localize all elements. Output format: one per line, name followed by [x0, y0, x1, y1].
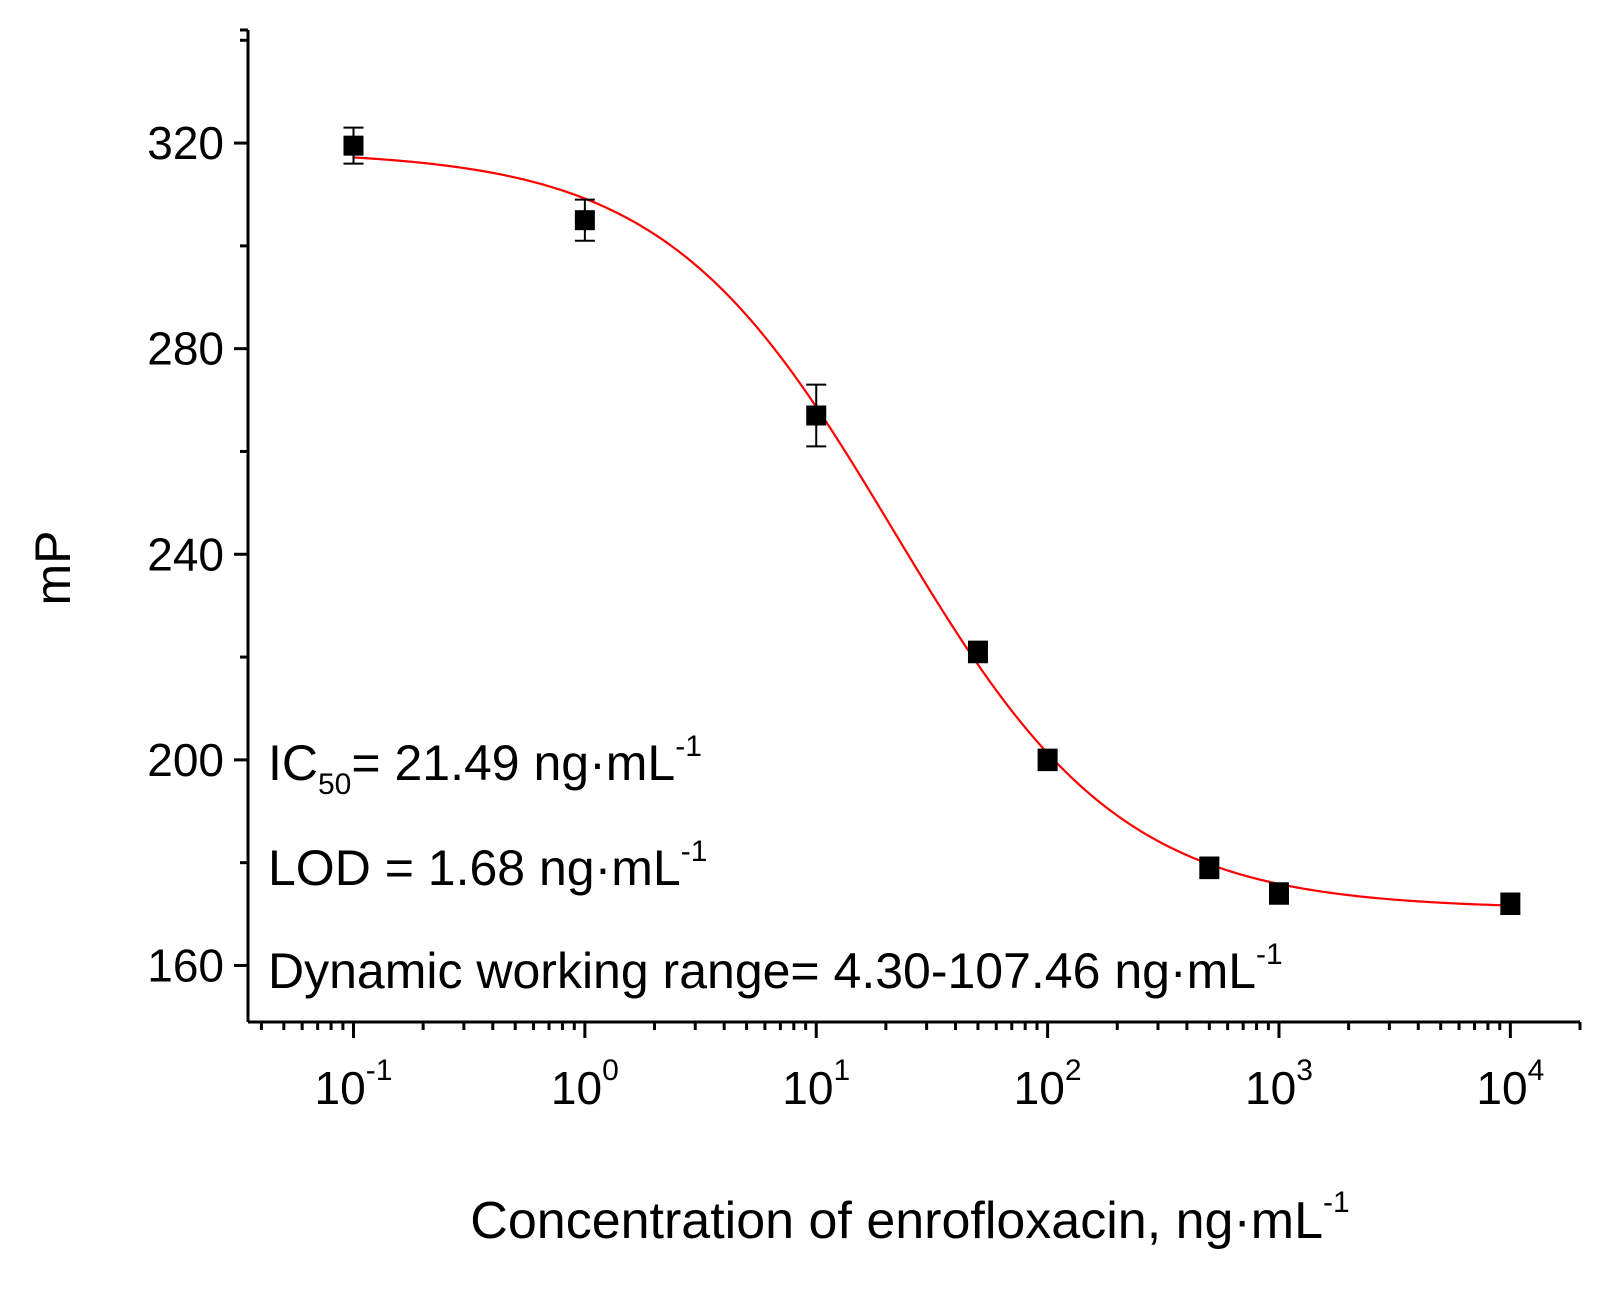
x-axis-label-main: Concentration of enrofloxacin, ng·mL [470, 1192, 1323, 1250]
data-marker [967, 641, 988, 662]
data-marker [574, 210, 595, 231]
x-tick-label-exp: 3 [1296, 1054, 1313, 1087]
x-axis-label: Concentration of enrofloxacin, ng·mL-1 [470, 1186, 1349, 1250]
x-tick-label-exp: 2 [1065, 1054, 1082, 1087]
data-point [1037, 748, 1058, 772]
x-tick-label-base: 10 [1245, 1062, 1296, 1114]
x-tick-label-base: 10 [315, 1062, 366, 1114]
annotation-ic50: IC50= 21.49 ng·mL-1 [268, 730, 702, 801]
y-tick-label: 280 [147, 323, 224, 375]
y-tick-label: 200 [147, 734, 224, 786]
data-point [1500, 892, 1521, 916]
y-axis-label: mP [25, 531, 81, 606]
x-tick-label-base: 10 [551, 1062, 602, 1114]
data-point [343, 126, 364, 165]
x-tick-label-exp: -1 [366, 1054, 393, 1087]
data-marker [1199, 857, 1220, 878]
x-tick-label-base: 10 [1476, 1062, 1527, 1114]
x-tick-label-exp: 0 [602, 1054, 619, 1087]
x-tick-label: 104 [1476, 1054, 1544, 1114]
data-point [806, 383, 827, 448]
x-tick-label: 102 [1014, 1054, 1082, 1114]
y-tick-label: 240 [147, 528, 224, 580]
x-tick-label-base: 10 [782, 1062, 833, 1114]
annotation-ic50-main: IC [268, 735, 318, 791]
annotation-range-sup: -1 [1256, 938, 1283, 971]
fit-curve-group [353, 156, 1511, 907]
x-axis-label-sup: -1 [1323, 1186, 1350, 1219]
data-marker [1037, 749, 1058, 770]
x-tick-label: 100 [551, 1054, 619, 1114]
data-marker [806, 405, 827, 426]
annotation-ic50-rest: = 21.49 ng·mL [351, 735, 675, 791]
x-tick-label-base: 10 [1014, 1062, 1065, 1114]
data-points-group [343, 126, 1521, 916]
annotation-lod: LOD = 1.68 ng·mL-1 [268, 835, 707, 896]
data-point [967, 640, 988, 664]
x-tick-label: 10-1 [315, 1054, 393, 1114]
annotation-lod-main: LOD = 1.68 ng·mL [268, 840, 681, 896]
annotation-range: Dynamic working range= 4.30-107.46 ng·mL… [268, 938, 1283, 999]
data-marker [1268, 883, 1289, 904]
data-marker [1500, 893, 1521, 914]
annotation-range-main: Dynamic working range= 4.30-107.46 ng·mL [268, 943, 1256, 999]
x-tick-label-exp: 4 [1528, 1054, 1545, 1087]
annotation-ic50-sub: 50 [318, 768, 351, 801]
x-tick-label: 103 [1245, 1054, 1313, 1114]
data-marker [343, 135, 364, 156]
annotation-lod-sup: -1 [681, 835, 708, 868]
y-tick-label: 160 [147, 939, 224, 991]
data-point [574, 198, 595, 242]
y-tick-label: 320 [147, 117, 224, 169]
data-point [1199, 856, 1220, 880]
x-tick-label-exp: 1 [833, 1054, 850, 1087]
data-point [1268, 882, 1289, 905]
annotation-ic50-sup: -1 [675, 730, 702, 763]
x-tick-label: 101 [782, 1054, 850, 1114]
fit-curve [353, 156, 1511, 907]
